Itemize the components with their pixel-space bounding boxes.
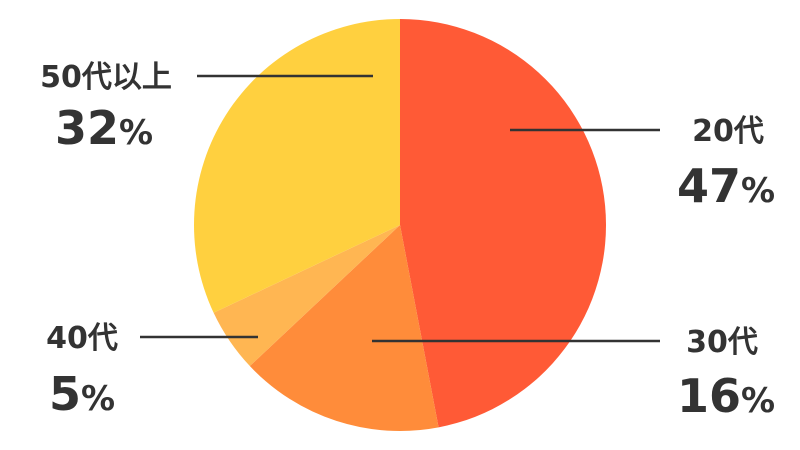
slice-value-label-3: 32% [55, 101, 153, 155]
slice-value-label-0: 47% [677, 159, 775, 213]
slice-label-0: 20代 [692, 114, 764, 149]
slice-value-label-2: 5% [49, 367, 115, 421]
pie-slice-2 [213, 225, 400, 367]
slice-label-1: 30代 [686, 325, 758, 360]
slice-value-label-1: 16% [677, 369, 775, 423]
slice-label-3: 50代以上 [40, 60, 172, 95]
slice-label-2: 40代 [46, 321, 118, 356]
pie-slice-0 [400, 19, 606, 428]
pie-slice-1 [249, 225, 439, 431]
pie-slice-3 [193, 19, 400, 313]
